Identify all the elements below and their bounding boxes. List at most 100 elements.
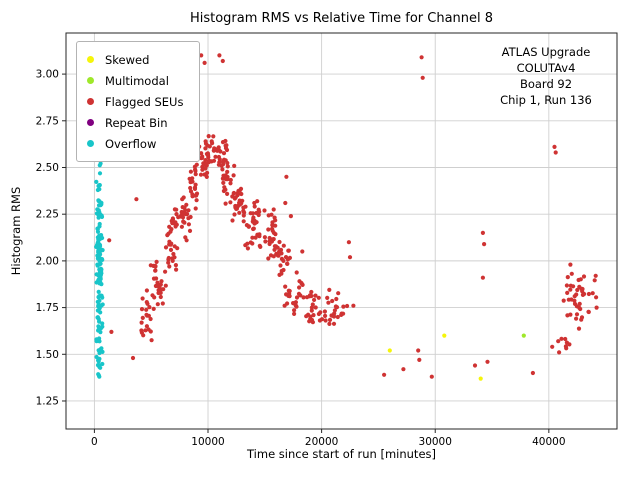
data-point: [220, 167, 225, 172]
annotation-line: Chip 1, Run 136: [500, 93, 592, 107]
data-point: [574, 312, 580, 317]
data-point: [235, 191, 240, 196]
data-point: [279, 268, 284, 274]
data-point: [211, 134, 216, 139]
data-point: [323, 318, 328, 323]
series-flagged-seus: [107, 53, 599, 379]
data-point: [199, 151, 204, 156]
data-point: [199, 53, 204, 58]
data-point: [273, 223, 278, 228]
data-point: [300, 249, 305, 254]
data-point: [203, 146, 208, 151]
data-point: [309, 308, 314, 313]
data-point: [166, 260, 171, 265]
data-point: [156, 290, 161, 296]
data-point: [221, 151, 227, 156]
data-point: [203, 166, 208, 171]
data-point: [134, 197, 139, 202]
data-point: [198, 172, 204, 177]
data-point: [207, 144, 212, 149]
data-point: [294, 270, 299, 275]
data-point: [577, 305, 582, 310]
data-point: [275, 245, 280, 250]
data-point: [186, 208, 191, 213]
data-point: [174, 212, 179, 217]
data-point: [96, 308, 101, 313]
data-point: [283, 255, 289, 260]
data-point: [194, 162, 199, 167]
data-point: [579, 315, 585, 320]
data-point: [245, 246, 250, 251]
data-point: [228, 177, 233, 183]
data-point: [281, 243, 286, 248]
x-tick-label: 10000: [191, 436, 224, 448]
data-point: [223, 187, 228, 192]
data-point: [163, 283, 168, 288]
data-point: [285, 301, 290, 306]
data-point: [168, 247, 174, 252]
data-point: [285, 261, 290, 266]
data-point: [294, 295, 300, 300]
data-point: [187, 176, 192, 181]
data-point: [96, 272, 101, 277]
data-point: [281, 258, 286, 263]
data-point: [248, 240, 253, 245]
data-point: [160, 301, 165, 306]
data-point: [172, 221, 178, 226]
data-point: [163, 245, 169, 250]
data-point: [203, 158, 208, 163]
data-point: [154, 259, 159, 264]
data-point: [310, 320, 315, 325]
legend-label: Overflow: [105, 136, 157, 151]
data-point: [561, 298, 566, 303]
data-point: [171, 251, 176, 257]
annotation-line: COLUTAv4: [516, 61, 576, 75]
data-point: [442, 333, 447, 338]
data-point: [225, 191, 230, 196]
data-point: [188, 189, 194, 194]
data-point: [556, 339, 561, 344]
data-point: [420, 75, 425, 80]
data-point: [330, 298, 335, 304]
data-point: [253, 220, 258, 226]
legend-item-flagged-seus: Flagged SEUs: [87, 91, 183, 112]
data-point: [141, 333, 146, 338]
data-point: [151, 306, 156, 311]
data-point: [230, 218, 235, 223]
data-point: [140, 296, 145, 301]
legend-label: Skewed: [105, 52, 150, 67]
data-point: [100, 361, 105, 367]
x-tick-label: 30000: [419, 436, 452, 448]
data-point: [130, 355, 136, 361]
data-point: [149, 338, 154, 343]
data-point: [429, 374, 434, 379]
data-point: [292, 308, 297, 313]
y-axis-label: Histogram RMS: [9, 186, 23, 276]
data-point: [192, 186, 198, 191]
x-tick-label: 40000: [532, 436, 565, 448]
data-point: [277, 249, 282, 254]
legend-marker-repeat-bin: [87, 119, 94, 126]
data-point: [225, 177, 230, 182]
data-point: [287, 255, 292, 260]
data-point: [174, 267, 179, 272]
annotation-block: ATLAS Upgrade COLUTAv4 Board 92 Chip 1, …: [473, 44, 619, 108]
data-point: [580, 289, 585, 294]
data-point: [237, 200, 242, 205]
data-point: [97, 221, 102, 227]
data-point: [335, 314, 340, 320]
data-point: [251, 217, 256, 222]
data-point: [155, 280, 160, 285]
data-point: [239, 191, 244, 197]
data-point: [223, 201, 228, 206]
data-point: [167, 264, 172, 269]
data-point: [594, 305, 599, 310]
data-point: [252, 204, 257, 209]
data-point: [574, 292, 579, 297]
data-point: [211, 148, 216, 153]
data-point: [480, 275, 485, 280]
data-point: [267, 235, 272, 241]
data-point: [309, 289, 314, 295]
plot-frame: [65, 32, 618, 430]
data-point: [225, 160, 230, 166]
